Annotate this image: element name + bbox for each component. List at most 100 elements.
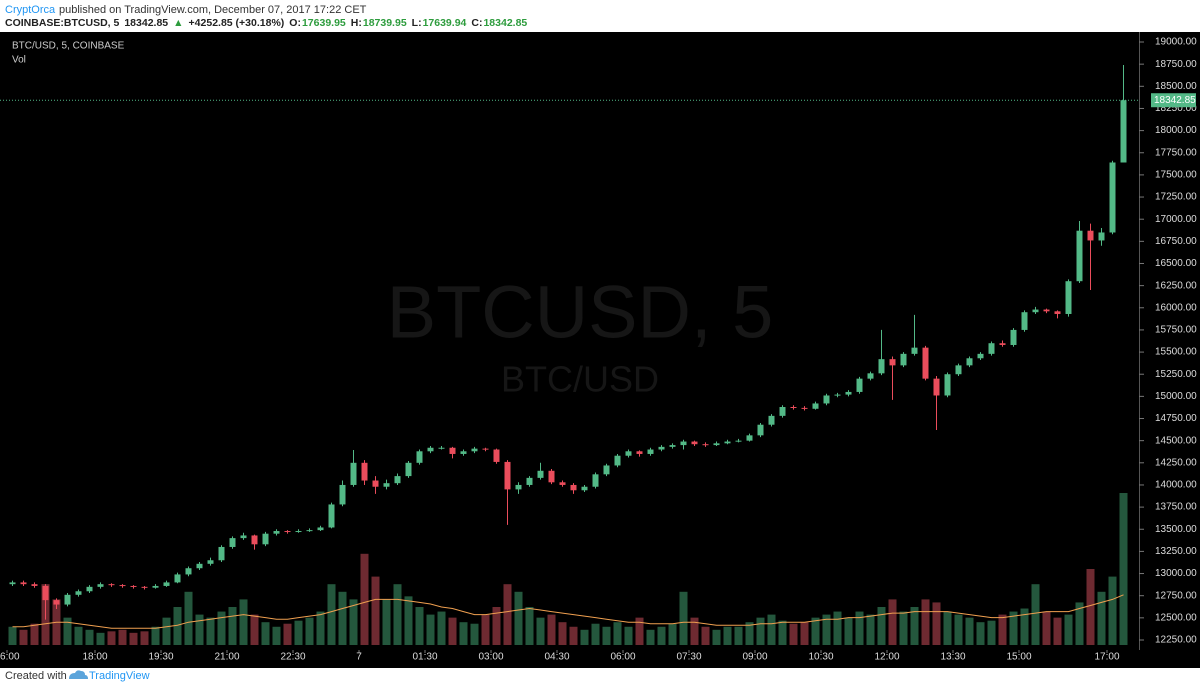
- candle-body: [988, 343, 995, 354]
- candle-body: [856, 378, 863, 392]
- candle-body: [1043, 309, 1050, 312]
- y-tick-label: 12500.00: [1155, 612, 1197, 623]
- candle-body: [493, 449, 500, 462]
- volume-bar: [1108, 576, 1117, 645]
- candle-body: [1032, 309, 1039, 313]
- volume-bar: [569, 626, 578, 645]
- volume-bar: [206, 617, 215, 645]
- candle-body: [64, 594, 71, 605]
- volume-bar: [1064, 614, 1073, 645]
- volume-bar: [646, 629, 655, 645]
- candle-body: [955, 365, 962, 375]
- volume-bar: [74, 626, 83, 645]
- volume-bar: [899, 611, 908, 645]
- footer-brand[interactable]: TradingView: [89, 670, 150, 682]
- open-label: O:: [289, 17, 301, 29]
- volume-bar: [844, 617, 853, 645]
- candle-body: [31, 584, 38, 586]
- candle-body: [174, 574, 181, 583]
- candle-body: [372, 480, 379, 487]
- candle-body: [460, 451, 467, 454]
- volume-bar: [635, 617, 644, 645]
- volume-bar: [1053, 617, 1062, 645]
- volume-bar: [272, 626, 281, 645]
- volume-bar: [976, 622, 985, 645]
- candle-body: [702, 444, 709, 446]
- candle-body: [922, 347, 929, 379]
- volume-bar: [371, 576, 380, 645]
- candle-body: [295, 531, 302, 533]
- volume-bar: [305, 617, 314, 645]
- author[interactable]: CryptOrca: [5, 4, 56, 16]
- candle-body: [130, 585, 137, 587]
- candle-body: [317, 527, 324, 531]
- volume-bar: [690, 617, 699, 645]
- volume-bar: [624, 626, 633, 645]
- volume-bar: [1031, 584, 1040, 645]
- x-tick-label: 04:30: [544, 652, 569, 663]
- y-tick-label: 12750.00: [1155, 590, 1197, 601]
- volume-bar: [503, 584, 512, 645]
- volume-bar: [426, 614, 435, 645]
- candle-body: [416, 451, 423, 463]
- candle-body: [735, 440, 742, 442]
- volume-bar: [954, 614, 963, 645]
- candle-body: [944, 374, 951, 396]
- volume-ma-line: [12, 594, 1124, 629]
- candle-body: [152, 585, 159, 588]
- candle-body: [933, 378, 940, 396]
- candle-body: [405, 462, 412, 477]
- x-tick-label: 13:30: [940, 652, 965, 663]
- volume-bar: [173, 607, 182, 645]
- candle-body: [163, 582, 170, 586]
- candle-body: [900, 353, 907, 366]
- y-tick-label: 13500.00: [1155, 524, 1197, 535]
- candle-body: [823, 395, 830, 404]
- volume-bar: [877, 607, 886, 645]
- x-tick-label: 12:00: [874, 652, 899, 663]
- volume-bar: [63, 617, 72, 645]
- volume-bar: [239, 599, 248, 645]
- volume-bar: [580, 629, 589, 645]
- volume-bar: [591, 623, 600, 645]
- footer-bar: [0, 668, 1200, 689]
- candle-body: [691, 441, 698, 445]
- candle-body: [240, 535, 247, 539]
- candle-body: [779, 406, 786, 416]
- volume-bar: [987, 620, 996, 645]
- volume-bar: [833, 611, 842, 645]
- last-price: 18342.85: [124, 17, 168, 29]
- y-tick-label: 15500.00: [1155, 347, 1197, 358]
- volume-bar: [998, 614, 1007, 645]
- y-tick-label: 16000.00: [1155, 302, 1197, 313]
- last-price-box: [1151, 93, 1196, 108]
- volume-bar: [723, 626, 732, 645]
- candle-body: [878, 359, 885, 374]
- volume-bar: [734, 626, 743, 645]
- volume-bar: [338, 591, 347, 645]
- candle-body: [669, 445, 676, 447]
- candle-body: [427, 447, 434, 452]
- volume-bar: [140, 631, 149, 645]
- volume-bar: [250, 614, 259, 645]
- volume-bar: [118, 629, 127, 645]
- candle-body: [394, 476, 401, 484]
- y-tick-label: 16250.00: [1155, 280, 1197, 291]
- x-tick-label: 09:00: [742, 652, 767, 663]
- candle-body: [1076, 230, 1083, 282]
- candle-body: [1054, 311, 1061, 314]
- volume-bar: [470, 623, 479, 645]
- volume-bar: [327, 584, 336, 645]
- candle-body: [911, 347, 918, 354]
- y-tick-label: 16750.00: [1155, 236, 1197, 247]
- candle-body: [999, 343, 1006, 345]
- candle-body: [449, 447, 456, 454]
- volume-bar: [965, 617, 974, 645]
- x-tick-label: 7: [356, 652, 362, 663]
- candle-body: [713, 443, 720, 446]
- y-tick-label: 13250.00: [1155, 546, 1197, 557]
- change: +4252.85 (+30.18%): [189, 17, 285, 29]
- volume-bar: [349, 599, 358, 645]
- candle-body: [119, 585, 126, 587]
- candle-body: [603, 465, 610, 475]
